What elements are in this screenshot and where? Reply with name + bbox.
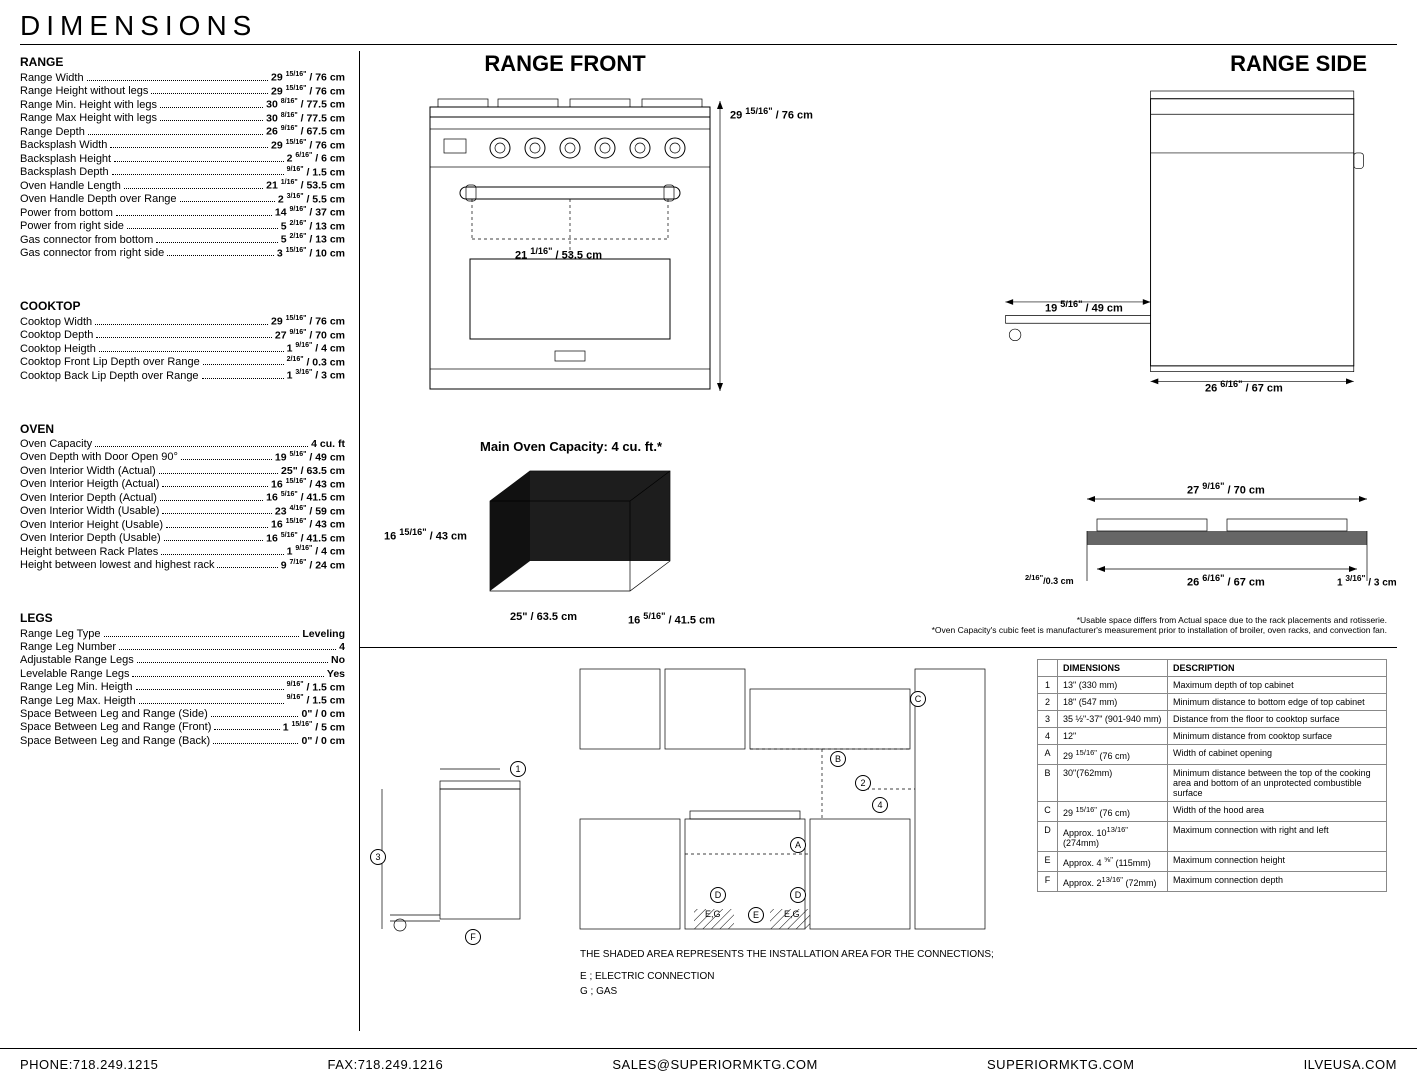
spec-row: Space Between Leg and Range (Front)1 15/…	[20, 721, 345, 734]
table-row: A29 15/16" (76 cm)Width of cabinet openi…	[1038, 745, 1387, 765]
front-handle-label: 21 1/16" / 53.5 cm	[515, 246, 602, 262]
spec-row: Range Leg Number4	[20, 641, 345, 653]
spec-row: Range Leg Min. Heigth9/16" / 1.5 cm	[20, 681, 345, 694]
range-front-diagram: RANGE FRONT	[390, 51, 790, 77]
table-row: C29 15/16" (76 cm)Width of the hood area	[1038, 802, 1387, 822]
spec-row: Oven Interior Depth (Usable)16 5/16" / 4…	[20, 532, 345, 545]
footer: PHONE:718.249.1215 FAX:718.249.1216 SALE…	[0, 1048, 1417, 1080]
cooktop-side-diagram: 27 9/16" / 70 cm 26 6/16" / 67 cm 2/16"/…	[1037, 481, 1387, 601]
oven-cube-diagram	[490, 471, 680, 601]
spec-row: Backsplash Width29 15/16" / 76 cm	[20, 139, 345, 152]
spec-row: Cooktop Heigth1 9/16" / 4 cm	[20, 342, 345, 355]
spec-row: Cooktop Depth27 9/16" / 70 cm	[20, 329, 345, 342]
section-cooktop: COOKTOP	[20, 299, 345, 313]
spec-row: Range Min. Height with legs30 8/16" / 77…	[20, 98, 345, 111]
table-row: 335 ½"-37" (901-940 mm)Distance from the…	[1038, 711, 1387, 728]
spec-row: Range Height without legs29 15/16" / 76 …	[20, 85, 345, 98]
range-side-title: RANGE SIDE	[967, 51, 1367, 77]
table-row: DApprox. 1013/16" (274mm)Maximum connect…	[1038, 822, 1387, 852]
ct-bot: 26 6/16" / 67 cm	[1187, 573, 1265, 589]
spec-row: Range Depth26 9/16" / 67.5 cm	[20, 125, 345, 138]
section-oven: OVEN	[20, 422, 345, 436]
table-row: FApprox. 213/16" (72mm)Maximum connectio…	[1038, 872, 1387, 892]
dimensions-table: DIMENSIONS DESCRIPTION 113" (330 mm)Maxi…	[1037, 659, 1387, 892]
spec-row: Cooktop Back Lip Depth over Range1 3/16"…	[20, 369, 345, 382]
spec-row: Range Width29 15/16" / 76 cm	[20, 71, 345, 84]
range-side-diagram: RANGE SIDE	[967, 51, 1387, 77]
spec-row: Gas connector from bottom5 2/16" / 13 cm	[20, 233, 345, 246]
spec-row: Oven Interior Heigth (Actual)16 15/16" /…	[20, 478, 345, 491]
spec-row: Space Between Leg and Range (Side)0" / 0…	[20, 708, 345, 720]
spec-row: Oven Handle Length21 1/16" / 53.5 cm	[20, 179, 345, 192]
side-door-label: 19 5/16" / 49 cm	[1045, 299, 1123, 315]
range-front-title: RANGE FRONT	[340, 51, 790, 77]
spec-row: Gas connector from right side3 15/16" / …	[20, 247, 345, 260]
install-legend: E ; ELECTRIC CONNECTION G ; GAS	[580, 969, 714, 999]
oven-h-label: 16 15/16" / 43 cm	[384, 527, 467, 543]
table-row: 218" (547 mm)Minimum distance to bottom …	[1038, 694, 1387, 711]
oven-w-label: 25" / 63.5 cm	[510, 611, 577, 623]
side-depth-label: 26 6/16" / 67 cm	[1205, 379, 1283, 395]
section-legs: LEGS	[20, 611, 345, 625]
spec-row: Range Leg Max. Heigth9/16" / 1.5 cm	[20, 694, 345, 707]
spec-row: Oven Depth with Door Open 90°19 5/16" / …	[20, 451, 345, 464]
spec-row: Levelable Range LegsYes	[20, 667, 345, 679]
spec-row: Range Max Height with legs30 8/16" / 77.…	[20, 112, 345, 125]
spec-row: Power from right side5 2/16" / 13 cm	[20, 220, 345, 233]
spec-row: Adjustable Range LegsNo	[20, 654, 345, 666]
ct-left: 2/16"/0.3 cm	[1025, 573, 1074, 586]
spec-column: RANGE Range Width29 15/16" / 76 cmRange …	[20, 51, 360, 1031]
spec-row: Space Between Leg and Range (Back)0" / 0…	[20, 734, 345, 746]
oven-d-label: 16 5/16" / 41.5 cm	[628, 611, 715, 627]
section-range: RANGE	[20, 55, 345, 69]
spec-row: Height between Rack Plates1 9/16" / 4 cm	[20, 545, 345, 558]
spec-row: Cooktop Front Lip Depth over Range2/16" …	[20, 356, 345, 369]
footer-email: SALES@SUPERIORMKTG.COM	[612, 1057, 818, 1072]
table-row: 412"Minimum distance from cooktop surfac…	[1038, 728, 1387, 745]
front-height-label: 29 15/16" / 76 cm	[730, 106, 813, 122]
spec-row: Oven Interior Depth (Actual)16 5/16" / 4…	[20, 491, 345, 504]
footer-fax: FAX:718.249.1216	[328, 1057, 444, 1072]
disclaimer: *Usable space differs from Actual space …	[932, 615, 1387, 635]
footer-site2: ILVEUSA.COM	[1304, 1057, 1397, 1072]
page-title: DIMENSIONS	[20, 10, 1397, 45]
footer-site1: SUPERIORMKTG.COM	[987, 1057, 1134, 1072]
spec-row: Power from bottom14 9/16" / 37 cm	[20, 206, 345, 219]
spec-row: Cooktop Width29 15/16" / 76 cm	[20, 315, 345, 328]
install-note: THE SHADED AREA REPRESENTS THE INSTALLAT…	[580, 949, 994, 960]
spec-row: Range Leg TypeLeveling	[20, 627, 345, 639]
table-row: 113" (330 mm)Maximum depth of top cabine…	[1038, 677, 1387, 694]
footer-phone: PHONE:718.249.1215	[20, 1057, 158, 1072]
table-row: B30"(762mm)Minimum distance between the …	[1038, 765, 1387, 802]
spec-row: Height between lowest and highest rack9 …	[20, 559, 345, 572]
oven-capacity-title: Main Oven Capacity: 4 cu. ft.*	[480, 439, 662, 454]
spec-row: Backsplash Height2 6/16" / 6 cm	[20, 152, 345, 165]
spec-row: Oven Interior Width (Actual)25" / 63.5 c…	[20, 464, 345, 476]
ct-right: 1 3/16" / 3 cm	[1337, 573, 1397, 588]
spec-row: Backsplash Depth9/16" / 1.5 cm	[20, 166, 345, 179]
spec-row: Oven Interior Height (Usable)16 15/16" /…	[20, 518, 345, 531]
spec-row: Oven Interior Width (Usable)23 4/16" / 5…	[20, 505, 345, 518]
spec-row: Oven Handle Depth over Range2 3/16" / 5.…	[20, 193, 345, 206]
ct-top: 27 9/16" / 70 cm	[1187, 481, 1265, 497]
spec-row: Oven Capacity4 cu. ft	[20, 438, 345, 450]
table-row: EApprox. 4 ⅝" (115mm)Maximum connection …	[1038, 852, 1387, 872]
